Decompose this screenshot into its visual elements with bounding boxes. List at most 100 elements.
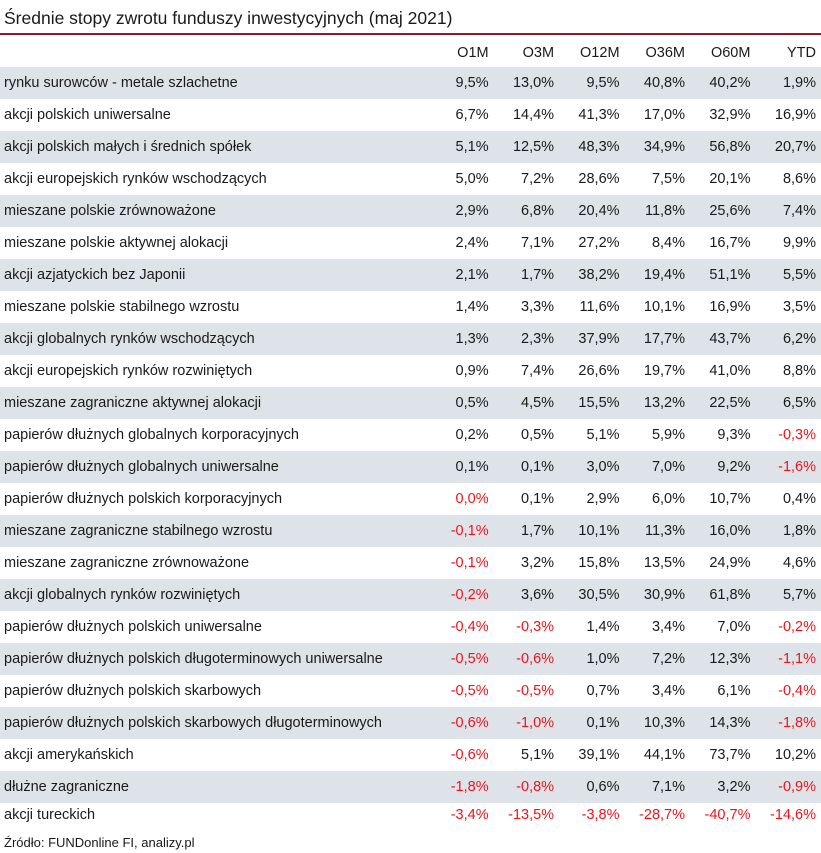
cell-o12m: 27,2% [578, 235, 620, 251]
cell-o1m: -0,4% [450, 619, 489, 635]
cell-o1m: 5,0% [455, 171, 489, 187]
cell-o12m: 41,3% [578, 107, 620, 123]
header-name [0, 38, 433, 67]
cell-ytd: 10,2% [774, 747, 816, 763]
row-label: akcji europejskich rynków wschodzących [4, 171, 267, 187]
table-body: rynku surowców - metale szlachetne 9,5% 13… [0, 67, 821, 827]
cell-o3m: 3,6% [493, 579, 560, 611]
cell-o60m: 16,0% [690, 515, 756, 547]
table-row: akcji polskich małych i średnich spółek 5… [0, 131, 821, 163]
cell-o12m: -3,8% [581, 807, 620, 823]
cell-o60m: 20,1% [709, 171, 751, 187]
table-row: mieszane polskie stabilnego wzrostu 1,4% 3… [0, 291, 821, 323]
table-title: Średnie stopy zwrotu funduszy inwestycyj… [4, 8, 453, 28]
cell-o60m: 32,9% [709, 107, 751, 123]
cell-o3m: 0,5% [521, 427, 555, 443]
cell-o1m: -0,1% [450, 555, 489, 571]
cell-o1m: 2,4% [455, 235, 489, 251]
cell-o60m: 16,7% [709, 235, 751, 251]
cell-ytd: 8,8% [782, 363, 816, 379]
cell-o12m: 5,1% [586, 427, 620, 443]
cell-o3m: 6,8% [493, 195, 560, 227]
cell-o3m: 4,5% [493, 387, 560, 419]
cell-o60m: 73,7% [709, 747, 751, 763]
cell-ytd: 9,9% [782, 235, 816, 251]
cell-o1m: 2,1% [433, 259, 494, 291]
cell-o36m: 13,5% [643, 555, 685, 571]
cell-o3m: 13,0% [493, 67, 560, 99]
cell-o36m: 30,9% [624, 579, 690, 611]
cell-o1m: -1,8% [433, 771, 494, 803]
table-row: papierów dłużnych polskich długoterminow… [0, 643, 821, 675]
row-label: papierów dłużnych polskich korporacyjnyc… [4, 491, 283, 507]
header-ytd: YTD [787, 44, 816, 61]
cell-ytd: -14,6% [770, 807, 816, 823]
cell-o60m: 40,2% [690, 67, 756, 99]
row-label: akcji globalnych rynków rozwiniętych [0, 579, 434, 611]
table-row: mieszane zagraniczne stabilnego wzrostu -… [0, 515, 821, 547]
row-label: dłużne zagraniczne [0, 771, 434, 803]
cell-o1m: 0,2% [455, 427, 489, 443]
cell-o60m: 61,8% [690, 579, 756, 611]
cell-ytd: -1,6% [755, 451, 821, 483]
header-o60m: O60M [710, 44, 751, 61]
header-o36m: O36M [645, 44, 686, 61]
row-label: akcji tureckich [4, 807, 96, 823]
cell-o36m: 3,4% [651, 683, 685, 699]
table-row: akcji globalnych rynków rozwiniętych -0,2… [0, 579, 821, 611]
cell-o12m: 3,0% [559, 451, 625, 483]
cell-o12m: 2,9% [586, 491, 620, 507]
cell-o36m: 13,2% [624, 387, 690, 419]
table-row: mieszane polskie zrównoważone 2,9% 6,8% 20,… [0, 195, 821, 227]
title-rule [0, 33, 821, 35]
cell-o36m: 17,0% [643, 107, 685, 123]
cell-o36m: 8,4% [651, 235, 685, 251]
cell-ytd: 1,9% [755, 67, 821, 99]
cell-o3m: 0,1% [521, 491, 555, 507]
cell-o36m: 3,4% [651, 619, 685, 635]
header-o1m: O1M [457, 44, 489, 61]
row-label: akcji globalnych rynków wschodzących [0, 323, 434, 355]
table-row: akcji amerykańskich -0,6% 5,1% 39,1% 44,1% 73… [0, 739, 821, 771]
cell-o12m: 39,1% [578, 747, 620, 763]
table-row: papierów dłużnych globalnych uniwersalne… [0, 451, 821, 483]
table-row: akcji tureckich -3,4% -13,5% -3,8% -28,7% -40… [0, 803, 821, 827]
cell-o3m: -0,8% [493, 771, 560, 803]
cell-o36m: 5,9% [651, 427, 685, 443]
cell-o3m: 2,3% [493, 323, 560, 355]
cell-o12m: 48,3% [559, 131, 625, 163]
cell-o36m: 10,1% [643, 299, 685, 315]
cell-ytd: 0,4% [782, 491, 816, 507]
cell-o36m: 7,0% [624, 451, 690, 483]
cell-ytd: 8,6% [782, 171, 816, 187]
cell-o3m: -0,3% [516, 619, 555, 635]
cell-o12m: 30,5% [559, 579, 625, 611]
table-row: dłużne zagraniczne -1,8% -0,8% 0,6% 7,1% 3,2%… [0, 771, 821, 803]
cell-ytd: 6,2% [755, 323, 821, 355]
cell-o3m: 12,5% [493, 131, 560, 163]
table-row: akcji azjatyckich bez Japonii 2,1% 1,7% 38,… [0, 259, 821, 291]
row-label: mieszane zagraniczne zrównoważone [4, 555, 250, 571]
cell-o12m: 1,4% [586, 619, 620, 635]
cell-o36m: 19,4% [624, 259, 690, 291]
cell-o3m: 3,2% [521, 555, 555, 571]
cell-o12m: 28,6% [578, 171, 620, 187]
cell-o1m: 0,0% [455, 491, 489, 507]
cell-o1m: -0,6% [450, 747, 489, 763]
cell-ytd: 5,7% [755, 579, 821, 611]
cell-o36m: 11,3% [624, 515, 690, 547]
cell-o12m: 37,9% [559, 323, 625, 355]
cell-o36m: 11,8% [624, 195, 690, 227]
row-label: akcji polskich uniwersalne [4, 107, 171, 123]
row-label: papierów dłużnych polskich długoterminow… [0, 643, 434, 675]
cell-o3m: 14,4% [512, 107, 555, 123]
cell-ytd: 3,5% [782, 299, 816, 315]
cell-ytd: 16,9% [774, 107, 816, 123]
cell-ytd: -0,4% [778, 683, 816, 699]
cell-o12m: 38,2% [559, 259, 625, 291]
cell-o12m: 10,1% [559, 515, 625, 547]
cell-o1m: 1,4% [455, 299, 489, 315]
cell-o1m: -0,6% [433, 707, 494, 739]
table-row: papierów dłużnych polskich uniwersalne -0… [0, 611, 821, 643]
header-o12m: O12M [580, 44, 620, 61]
